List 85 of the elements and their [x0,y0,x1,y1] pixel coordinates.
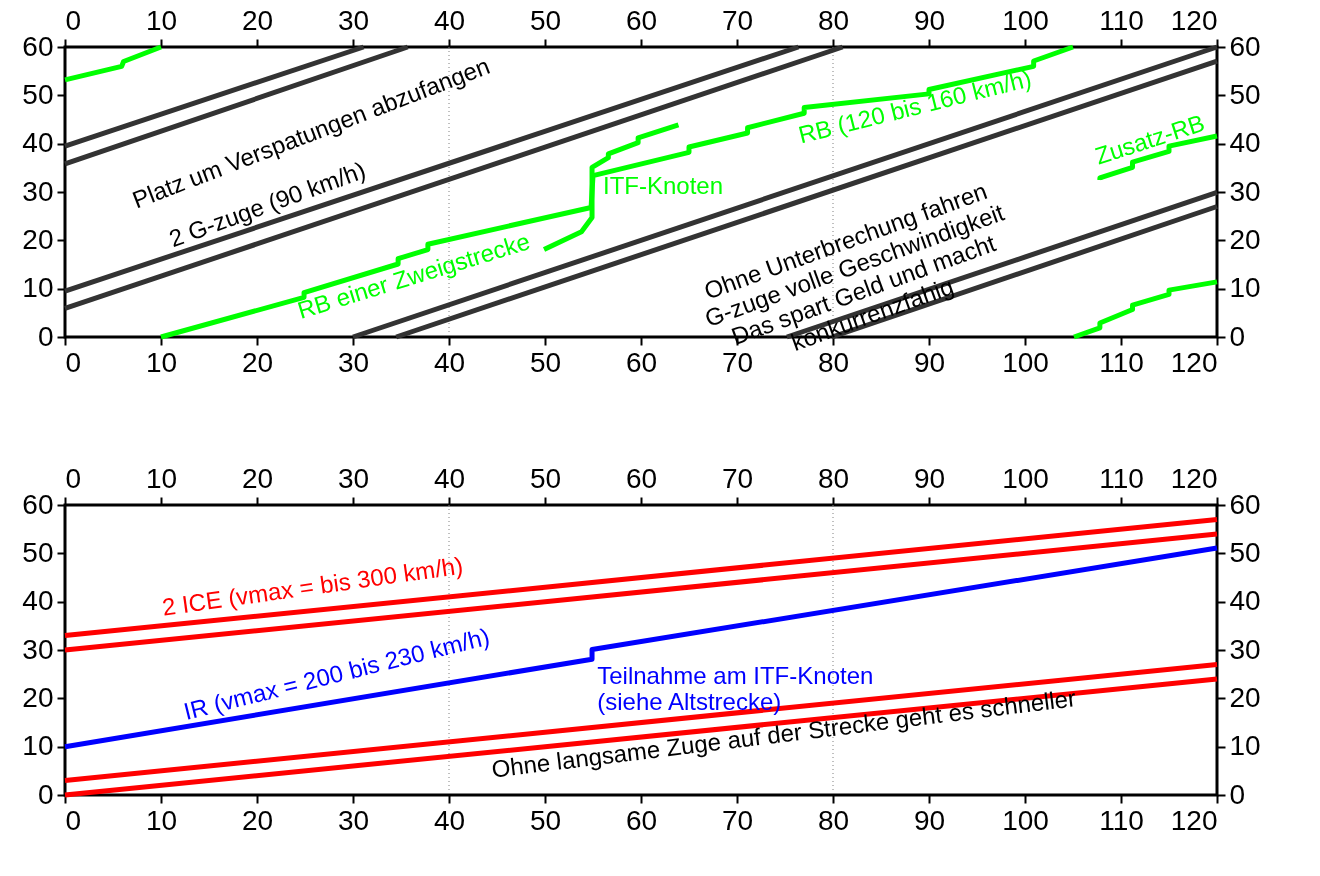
x-tick-label: 70 [721,346,754,378]
y2-tick-label: 60 [1229,488,1261,520]
x-tick-label: 30 [337,346,370,378]
x-tick-label: 50 [529,346,562,378]
y-tick-label: 10 [22,272,54,304]
x2-tick-label: 60 [625,4,658,36]
y-tick-label: 60 [22,30,54,62]
y-tick-label: 60 [22,488,54,520]
x2-tick-label: 70 [721,4,754,36]
x2-tick-label: 120 [1170,4,1218,36]
x2-tick-label: 40 [433,462,466,494]
x2-tick-label: 80 [817,462,850,494]
y-tick-label: 0 [37,778,54,810]
x2-tick-label: 60 [625,462,658,494]
y-tick-label: 50 [22,536,54,568]
y-tick-label: 20 [22,223,54,255]
y-tick-label: 40 [22,127,54,159]
x-tick-label: 80 [817,346,850,378]
x2-tick-label: 50 [529,4,562,36]
x2-tick-label: 50 [529,462,562,494]
x2-tick-label: 100 [1002,4,1049,36]
x-tick-label: 60 [625,804,658,836]
y2-tick-label: 0 [1229,778,1246,810]
y2-tick-label: 0 [1229,320,1246,352]
x-tick-label: 120 [1170,346,1218,378]
y-tick-label: 0 [37,320,54,352]
x2-tick-label: 30 [337,462,370,494]
x2-tick-label: 90 [913,4,946,36]
y-tick-label: 30 [22,175,54,207]
y2-tick-label: 20 [1229,223,1261,255]
x-tick-label: 70 [721,804,754,836]
x-tick-label: 50 [529,804,562,836]
x2-tick-label: 0 [65,4,82,36]
y-tick-label: 40 [22,585,54,617]
annotation: RB (120 bis 160 km/h) [795,64,1034,149]
x-tick-label: 30 [337,804,370,836]
y2-tick-label: 10 [1229,730,1261,762]
y-tick-label: 20 [22,681,54,713]
x-tick-label: 10 [145,346,178,378]
x-tick-label: 100 [1002,346,1049,378]
x-tick-label: 40 [433,804,466,836]
x2-tick-label: 10 [145,4,178,36]
x-tick-label: 100 [1002,804,1049,836]
x2-tick-label: 80 [817,4,850,36]
annotation: Teilnahme am ITF-Knoten (siehe Altstrecke) [597,661,874,715]
y2-tick-label: 30 [1229,175,1261,207]
x2-tick-label: 30 [337,4,370,36]
x-tick-label: 10 [145,804,178,836]
x-tick-label: 20 [241,804,274,836]
x-tick-label: 0 [65,804,82,836]
x-tick-label: 80 [817,804,850,836]
annotation: IR (vmax = 200 bis 230 km/h) [180,622,493,725]
y-tick-label: 10 [22,730,54,762]
x-tick-label: 110 [1099,346,1144,378]
x2-tick-label: 0 [65,462,82,494]
annotation: 2 ICE (vmax = bis 300 km/h) [160,551,465,621]
y2-tick-label: 40 [1229,585,1261,617]
x-tick-label: 90 [913,346,946,378]
annotation: ITF-Knoten [602,172,724,200]
x2-tick-label: 100 [1002,462,1049,494]
y2-tick-label: 20 [1229,681,1261,713]
x2-tick-label: 20 [241,462,274,494]
x2-tick-label: 120 [1170,462,1218,494]
x2-tick-label: 20 [241,4,274,36]
x-tick-label: 90 [913,804,946,836]
x-tick-label: 110 [1099,804,1144,836]
x-tick-label: 120 [1170,804,1218,836]
x-tick-label: 40 [433,346,466,378]
y2-tick-label: 40 [1229,127,1261,159]
y2-tick-label: 10 [1229,272,1261,304]
y2-tick-label: 30 [1229,633,1261,665]
y2-tick-label: 60 [1229,30,1261,62]
y2-tick-label: 50 [1229,536,1261,568]
y-tick-label: 30 [22,633,54,665]
x2-tick-label: 40 [433,4,466,36]
x-tick-label: 60 [625,346,658,378]
y-tick-label: 50 [22,78,54,110]
x2-tick-label: 10 [145,462,178,494]
x2-tick-label: 110 [1099,4,1144,36]
x2-tick-label: 110 [1099,462,1144,494]
x-tick-label: 0 [65,346,82,378]
x-tick-label: 20 [241,346,274,378]
y2-tick-label: 50 [1229,78,1261,110]
x2-tick-label: 70 [721,462,754,494]
x2-tick-label: 90 [913,462,946,494]
